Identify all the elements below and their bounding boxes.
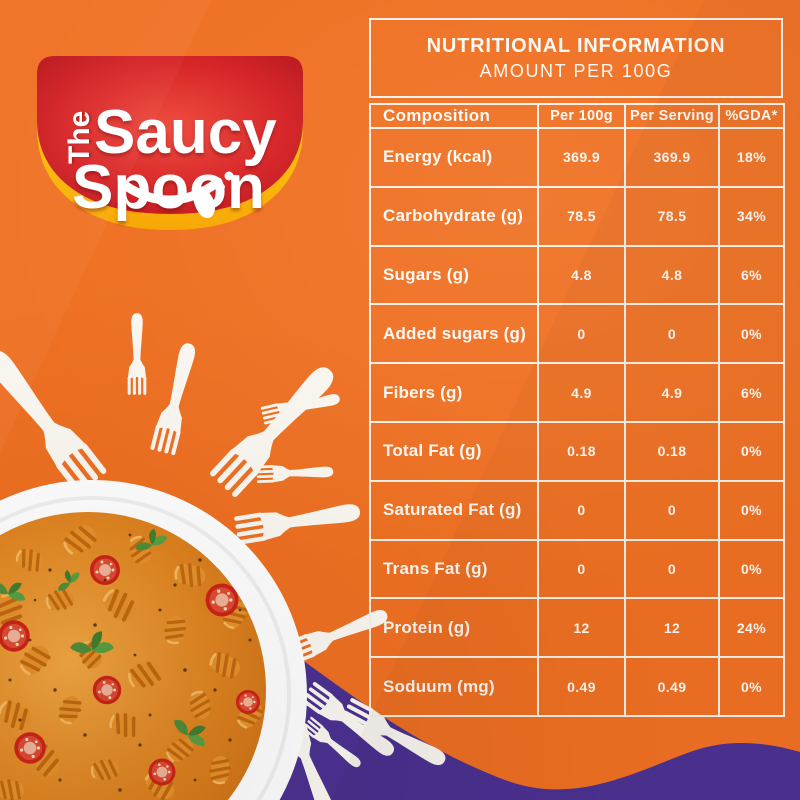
row-label: Soduum (mg) xyxy=(369,656,539,717)
per-serving-value: 4.9 xyxy=(624,362,720,423)
smile-tongue-icon xyxy=(121,171,234,218)
row-label: Energy (kcal) xyxy=(369,127,539,188)
row-label: Saturated Fat (g) xyxy=(369,479,539,541)
per-serving-value: 369.9 xyxy=(624,127,720,188)
brand-saucy: Saucy xyxy=(94,98,277,167)
table-row: Soduum (mg) 0.49 0.49 0% xyxy=(369,656,785,717)
table-row: Carbohydrate (g) 78.5 78.5 34% xyxy=(369,185,785,247)
gda-value: 34% xyxy=(718,185,785,247)
row-label: Total Fat (g) xyxy=(369,420,539,482)
per-serving-value: 0.18 xyxy=(624,420,720,482)
per-100g-value: 369.9 xyxy=(537,127,626,188)
nutrition-subtitle: AMOUNT PER 100G xyxy=(479,60,673,81)
per-100g-value: 4.8 xyxy=(537,244,626,306)
gda-value: 0% xyxy=(718,479,785,541)
per-100g-value: 78.5 xyxy=(537,185,626,247)
per-100g-value: 0 xyxy=(537,538,626,600)
brand-the: The xyxy=(63,111,96,164)
table-row: Sugars (g) 4.8 4.8 6% xyxy=(369,244,785,306)
per-100g-value: 0.18 xyxy=(537,420,626,482)
row-label: Trans Fat (g) xyxy=(369,538,539,600)
table-row: Added sugars (g) 0 0 0% xyxy=(369,303,785,365)
table-row: Protein (g) 12 12 24% xyxy=(369,597,785,659)
nutrition-header: NUTRITIONAL INFORMATION AMOUNT PER 100G xyxy=(369,18,783,98)
per-100g-value: 12 xyxy=(537,597,626,659)
per-serving-value: 0 xyxy=(624,479,720,541)
row-label: Sugars (g) xyxy=(369,244,539,306)
brand-spoon: Spoon xyxy=(72,153,265,222)
gda-value: 0% xyxy=(718,420,785,482)
per-serving-value: 0 xyxy=(624,303,720,365)
per-serving-value: 0.49 xyxy=(624,656,720,717)
table-row: Energy (kcal) 369.9 369.9 18% xyxy=(369,127,785,188)
per-100g-value: 0 xyxy=(537,479,626,541)
per-100g-value: 0.49 xyxy=(537,656,626,717)
col-per-100g: Per 100g xyxy=(537,103,626,129)
nutrition-table: Composition Per 100g Per Serving %GDA* E… xyxy=(369,103,785,717)
gda-value: 0% xyxy=(718,656,785,717)
gda-value: 0% xyxy=(718,303,785,365)
table-row: Saturated Fat (g) 0 0 0% xyxy=(369,479,785,541)
per-serving-value: 78.5 xyxy=(624,185,720,247)
row-label: Carbohydrate (g) xyxy=(369,185,539,247)
per-serving-value: 0 xyxy=(624,538,720,600)
gda-value: 0% xyxy=(718,538,785,600)
table-header-row: Composition Per 100g Per Serving %GDA* xyxy=(369,103,785,129)
gda-value: 6% xyxy=(718,362,785,423)
per-serving-value: 12 xyxy=(624,597,720,659)
badge-red xyxy=(37,56,303,214)
table-row: Fibers (g) 4.9 4.9 6% xyxy=(369,362,785,423)
gda-value: 24% xyxy=(718,597,785,659)
nutrition-panel: NUTRITIONAL INFORMATION AMOUNT PER 100G … xyxy=(369,18,785,717)
brand-logo: The Saucy Spoon xyxy=(37,56,303,230)
per-100g-value: 0 xyxy=(537,303,626,365)
col-gda: %GDA* xyxy=(718,103,785,129)
gda-value: 6% xyxy=(718,244,785,306)
table-row: Trans Fat (g) 0 0 0% xyxy=(369,538,785,600)
row-label: Added sugars (g) xyxy=(369,303,539,365)
per-serving-value: 4.8 xyxy=(624,244,720,306)
col-per-serving: Per Serving xyxy=(624,103,720,129)
row-label: Protein (g) xyxy=(369,597,539,659)
gda-value: 18% xyxy=(718,127,785,188)
nutrition-title: NUTRITIONAL INFORMATION xyxy=(426,34,726,57)
col-composition: Composition xyxy=(369,103,539,129)
table-row: Total Fat (g) 0.18 0.18 0% xyxy=(369,420,785,482)
per-100g-value: 4.9 xyxy=(537,362,626,423)
row-label: Fibers (g) xyxy=(369,362,539,423)
